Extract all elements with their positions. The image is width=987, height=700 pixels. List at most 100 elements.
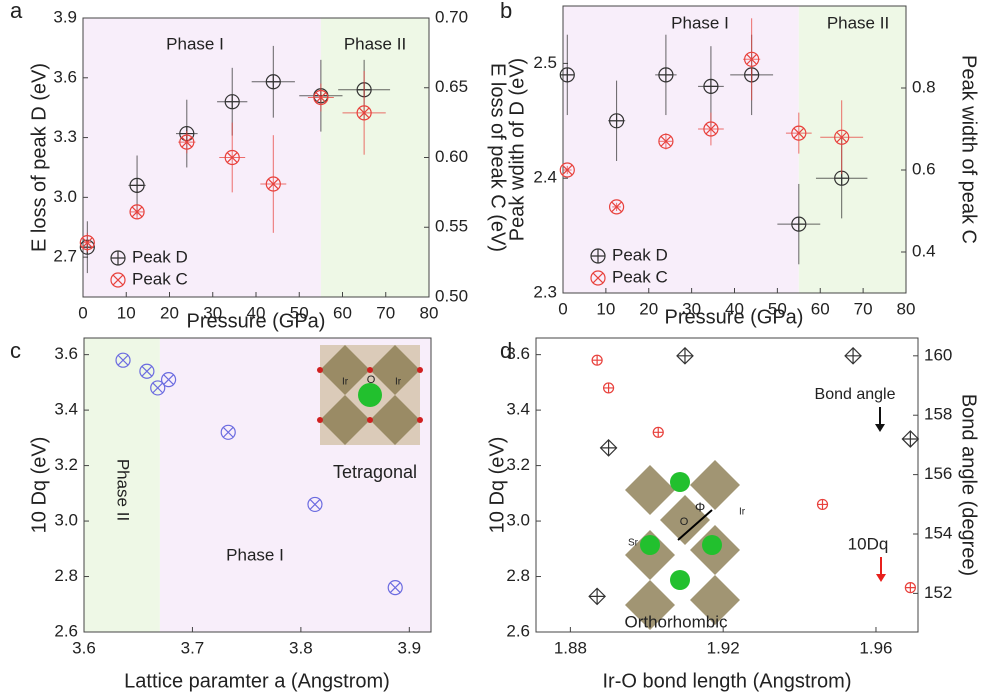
- marker-part: [224, 149, 240, 166]
- marker-part: [836, 131, 848, 143]
- o-atom: [417, 417, 423, 423]
- marker-part: [744, 51, 760, 67]
- legend-marker: [110, 272, 126, 288]
- marker-part: [658, 67, 673, 82]
- y2-tick-label: 0.70: [435, 7, 468, 26]
- x-tick-label: 3.7: [181, 638, 205, 657]
- marker: [265, 176, 281, 192]
- marker-part: [590, 270, 606, 286]
- y2-tick-label: 0.50: [435, 286, 468, 305]
- o-atom: [367, 417, 373, 423]
- y-tick-label: 2.6: [506, 621, 530, 640]
- marker: [150, 380, 166, 396]
- sr-atom: [358, 383, 382, 407]
- marker-part: [387, 580, 403, 596]
- marker: [834, 129, 850, 145]
- marker-part: [559, 162, 575, 178]
- marker-part: [611, 201, 622, 213]
- marker: [313, 89, 329, 106]
- annotation: 10Dq: [848, 534, 889, 553]
- x-tick-label: 1.88: [554, 638, 587, 657]
- o-atom: [317, 417, 323, 423]
- phase-region: [563, 6, 799, 293]
- y2-tick-label: 154: [924, 523, 952, 542]
- marker: [129, 177, 145, 193]
- marker: [265, 74, 281, 90]
- marker-part: [676, 347, 693, 364]
- legend-marker: [590, 248, 606, 264]
- marker: [816, 498, 829, 511]
- marker: [115, 352, 131, 368]
- y2-tick-label: 158: [924, 405, 952, 424]
- marker-part: [141, 365, 153, 377]
- octahedron: [370, 395, 420, 445]
- y-tick-label: 3.4: [54, 400, 78, 419]
- phase-label: Phase I: [166, 34, 224, 53]
- marker-part: [793, 127, 805, 139]
- legend-label: Peak D: [132, 247, 188, 266]
- y-tick-label: 2.4: [533, 168, 557, 187]
- x-axis-label: Pressure (GPa): [187, 310, 326, 332]
- marker-part: [129, 204, 145, 220]
- x-tick-label: 80: [420, 303, 439, 322]
- marker: [588, 587, 606, 606]
- marker-part: [746, 53, 758, 65]
- marker: [844, 346, 862, 365]
- marker-part: [267, 178, 279, 190]
- marker: [599, 439, 618, 457]
- sr-atom: [670, 472, 690, 492]
- marker-part: [79, 234, 95, 251]
- marker-part: [315, 92, 327, 103]
- marker-part: [163, 374, 174, 385]
- marker: [791, 216, 807, 232]
- y-tick-label: 3.2: [54, 455, 78, 474]
- x-tick-label: 0: [78, 303, 87, 322]
- y-tick-label: 2.5: [533, 53, 557, 72]
- marker-part: [592, 355, 603, 366]
- x-tick-label: 70: [376, 303, 395, 322]
- legend-marker: [110, 250, 126, 266]
- marker-part: [160, 372, 177, 388]
- panel-label: c: [10, 338, 21, 363]
- marker: [791, 125, 807, 141]
- y2-tick-label: 160: [924, 345, 952, 364]
- marker: [224, 149, 240, 166]
- marker-part: [117, 354, 129, 366]
- x-tick-label: 20: [639, 299, 658, 318]
- marker: [307, 496, 323, 513]
- y2-tick-label: 0.65: [435, 77, 468, 96]
- marker: [901, 430, 920, 448]
- marker-part: [705, 123, 717, 135]
- marker-part: [609, 113, 624, 128]
- y-tick-label: 2.8: [506, 566, 530, 585]
- y-tick-label: 3.0: [506, 511, 530, 530]
- y2-tick-label: 0.6: [912, 159, 936, 178]
- marker-part: [608, 199, 625, 215]
- x-tick-label: 50: [290, 303, 309, 322]
- y2-tick-label: 0.60: [435, 147, 468, 166]
- marker-part: [817, 499, 828, 510]
- marker-part: [703, 121, 719, 137]
- marker: [387, 580, 403, 596]
- marker-part: [130, 178, 145, 193]
- marker-part: [110, 272, 126, 288]
- marker-part: [139, 363, 155, 379]
- x-tick-label: 50: [768, 299, 787, 318]
- y-tick-label: 2.6: [54, 621, 78, 640]
- marker-part: [309, 499, 321, 510]
- marker-part: [222, 426, 234, 438]
- marker: [79, 234, 95, 251]
- marker-part: [307, 496, 323, 513]
- x-tick-label: 1.96: [859, 638, 892, 657]
- legend-label: Peak C: [132, 269, 188, 288]
- y2-tick-label: 0.55: [435, 217, 468, 236]
- marker-part: [658, 133, 674, 149]
- arrows: [875, 407, 886, 582]
- marker: [160, 372, 177, 388]
- marker-part: [81, 237, 93, 248]
- y-axis-label: E loss of peak D (eV): [28, 63, 50, 252]
- marker-part: [389, 582, 401, 593]
- y-tick-label: 2.8: [54, 566, 78, 585]
- x-axis-label: Pressure (GPa): [665, 306, 804, 328]
- marker: [602, 382, 615, 394]
